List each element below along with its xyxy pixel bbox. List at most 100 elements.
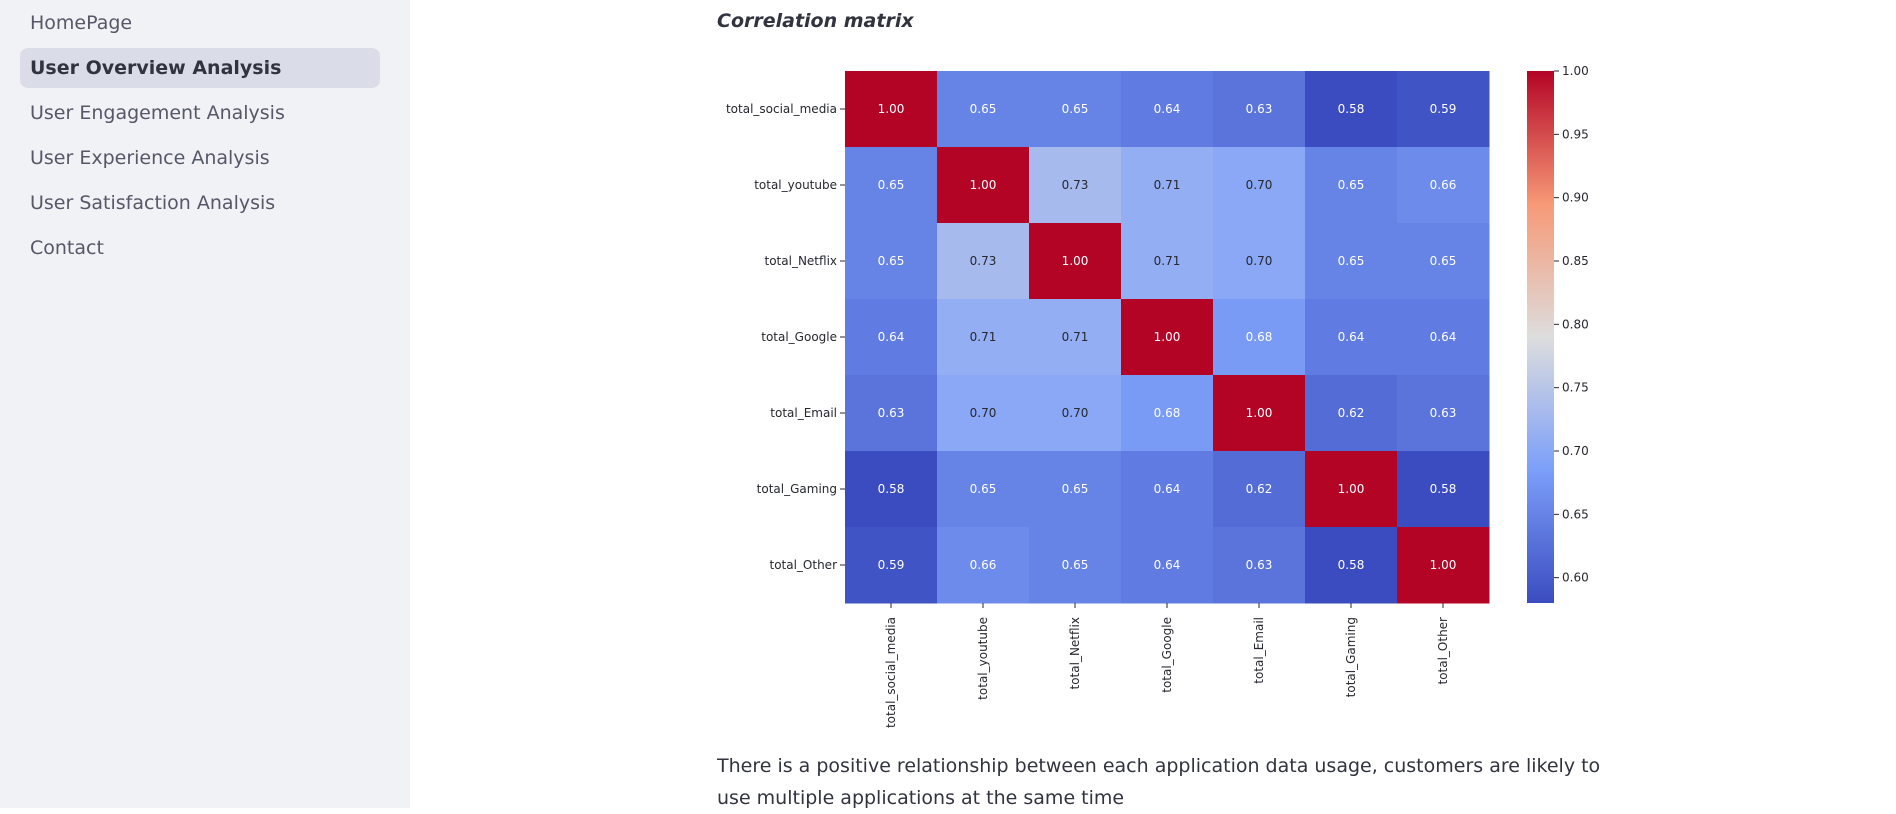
colorbar-tick-label: 0.65 [1562,507,1589,521]
sidebar: HomePage User Overview Analysis User Eng… [0,0,410,808]
colorbar-tick-label: 0.90 [1562,191,1589,205]
heatmap-cell-label: 0.64 [1154,558,1181,572]
sidebar-item-user-overview-analysis[interactable]: User Overview Analysis [20,48,380,88]
row-tick-label: total_youtube [754,178,837,192]
heatmap-cell [1213,223,1306,300]
heatmap-cell [1305,375,1398,452]
heatmap-cell-label: 0.73 [1062,178,1089,192]
heatmap-cell-label: 0.65 [1338,254,1365,268]
heatmap-cell [845,71,938,148]
heatmap-cell [845,527,938,604]
heatmap-cell-label: 0.58 [1338,558,1365,572]
heatmap-cell [1121,299,1214,376]
heatmap-cell-label: 0.70 [1246,178,1273,192]
heatmap-cell [937,451,1030,528]
heatmap-cell [1305,71,1398,148]
heatmap-cell-label: 0.70 [1062,406,1089,420]
heatmap-cell [1029,299,1122,376]
heatmap-cell-label: 0.63 [1430,406,1457,420]
heatmap-cell-label: 0.65 [878,178,905,192]
heatmap-cell [1121,223,1214,300]
sidebar-item-user-satisfaction-analysis[interactable]: User Satisfaction Analysis [30,192,276,214]
heatmap-cell-label: 0.71 [1154,178,1181,192]
heatmap-cell [937,223,1030,300]
heatmap-cell [1305,451,1398,528]
heatmap-cell-label: 0.64 [1338,330,1365,344]
heatmap-cell [937,71,1030,148]
colorbar-tick-label: 0.85 [1562,254,1589,268]
heatmap-cell [1213,299,1306,376]
heatmap-cell-label: 1.00 [1430,558,1457,572]
heatmap-cell-label: 1.00 [1338,482,1365,496]
heatmap-cell [1121,375,1214,452]
heatmap-cell-label: 0.65 [970,102,997,116]
heatmap-cell [1305,299,1398,376]
heatmap-cell [1397,299,1490,376]
colorbar-tick-label: 0.80 [1562,317,1589,331]
heatmap-cell-label: 0.58 [878,482,905,496]
heatmap-cell [1029,375,1122,452]
heatmap-cell-label: 0.68 [1154,406,1181,420]
heatmap-cell-label: 0.70 [970,406,997,420]
heatmap-cell-label: 1.00 [1246,406,1273,420]
heatmap-cell [1213,147,1306,224]
heatmap-cell [1397,375,1490,452]
heatmap-cell [1121,527,1214,604]
heatmap-cell-label: 0.64 [1154,482,1181,496]
heatmap-cell [845,223,938,300]
row-tick-label: total_Other [769,558,837,572]
heatmap-cell [1029,451,1122,528]
heatmap-cell-label: 0.68 [1246,330,1273,344]
chart-caption: Correlation matrix [717,10,914,32]
heatmap-cell-label: 0.58 [1338,102,1365,116]
col-tick-label: total_Other [1436,617,1450,685]
heatmap-cell-label: 0.65 [1430,254,1457,268]
heatmap-cell-label: 0.70 [1246,254,1273,268]
colorbar [1527,71,1554,603]
colorbar-tick-label: 0.95 [1562,127,1589,141]
heatmap-cell [1029,147,1122,224]
heatmap-cell [1305,147,1398,224]
heatmap-cell-label: 0.63 [878,406,905,420]
heatmap-cell-label: 0.66 [970,558,997,572]
heatmap-cell [1397,71,1490,148]
heatmap-cell-label: 0.73 [970,254,997,268]
col-tick-label: total_Gaming [1344,617,1358,697]
row-tick-label: total_Email [770,406,837,420]
colorbar-tick-label: 0.75 [1562,381,1589,395]
heatmap-cell-label: 0.63 [1246,102,1273,116]
heatmap-cell [1397,147,1490,224]
col-tick-label: total_Netflix [1068,617,1082,690]
heatmap-cell-label: 0.64 [1430,330,1457,344]
heatmap-cell [1121,71,1214,148]
heatmap-cell-label: 1.00 [878,102,905,116]
sidebar-item-homepage[interactable]: HomePage [30,12,133,34]
heatmap-cell-label: 0.65 [1062,482,1089,496]
heatmap-cell [937,299,1030,376]
heatmap-cell [1213,71,1306,148]
sidebar-item-user-engagement-analysis[interactable]: User Engagement Analysis [30,102,285,124]
heatmap-cell [1397,527,1490,604]
heatmap-cell [937,147,1030,224]
heatmap-cell-label: 0.64 [1154,102,1181,116]
heatmap-cell-label: 0.71 [1154,254,1181,268]
heatmap-cell-label: 0.64 [878,330,905,344]
row-tick-label: total_Netflix [765,254,838,268]
colorbar-tick-label: 0.70 [1562,444,1589,458]
heatmap-cell-label: 0.65 [878,254,905,268]
heatmap-cell [1029,71,1122,148]
heatmap-cell [1121,451,1214,528]
heatmap-cell [1213,527,1306,604]
col-tick-label: total_youtube [976,617,990,700]
sidebar-item-contact[interactable]: Contact [30,237,104,259]
heatmap-cell-label: 0.62 [1246,482,1273,496]
heatmap-cell-label: 0.66 [1430,178,1457,192]
heatmap-cell-label: 0.58 [1430,482,1457,496]
heatmap-cell-label: 0.71 [970,330,997,344]
row-tick-label: total_Gaming [757,482,837,496]
sidebar-item-user-experience-analysis[interactable]: User Experience Analysis [30,147,270,169]
row-tick-label: total_Google [761,330,837,344]
heatmap-cell [845,451,938,528]
heatmap-cell-label: 0.65 [970,482,997,496]
description-text: There is a positive relationship between… [717,755,1601,809]
